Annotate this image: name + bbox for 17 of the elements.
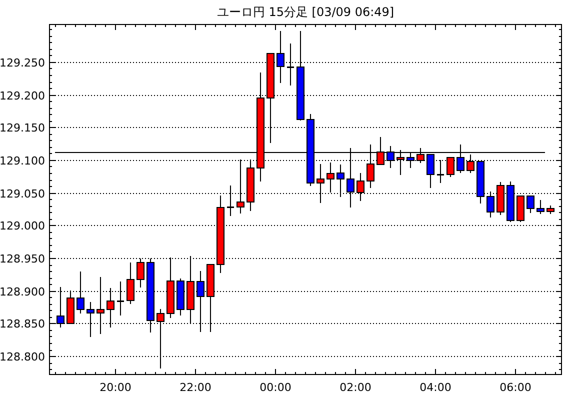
- y-tick-label: 128.900: [0, 286, 45, 298]
- y-tick-label: 128.800: [0, 350, 45, 364]
- y-tick-label: 129.250: [0, 56, 45, 70]
- y-tick-label: 128.950: [0, 252, 45, 266]
- y-tick-label: 129.050: [0, 188, 45, 200]
- y-tick-label: 129.000: [0, 220, 45, 232]
- x-tick-label: 20:00: [100, 381, 132, 394]
- x-tick-label: 02:00: [340, 381, 372, 394]
- x-tick-label: 04:00: [420, 381, 452, 394]
- y-tick-label: 129.200: [0, 90, 45, 102]
- chart-title: ユーロ円 15分足 [03/09 06:49]: [216, 5, 394, 19]
- x-tick-label: 06:00: [500, 381, 532, 394]
- x-tick-label: 22:00: [180, 381, 212, 394]
- y-tick-label: 128.850: [0, 318, 45, 330]
- y-tick-label: 129.150: [0, 122, 45, 134]
- x-tick-label: 00:00: [260, 381, 292, 394]
- y-tick-label: 129.100: [0, 154, 45, 168]
